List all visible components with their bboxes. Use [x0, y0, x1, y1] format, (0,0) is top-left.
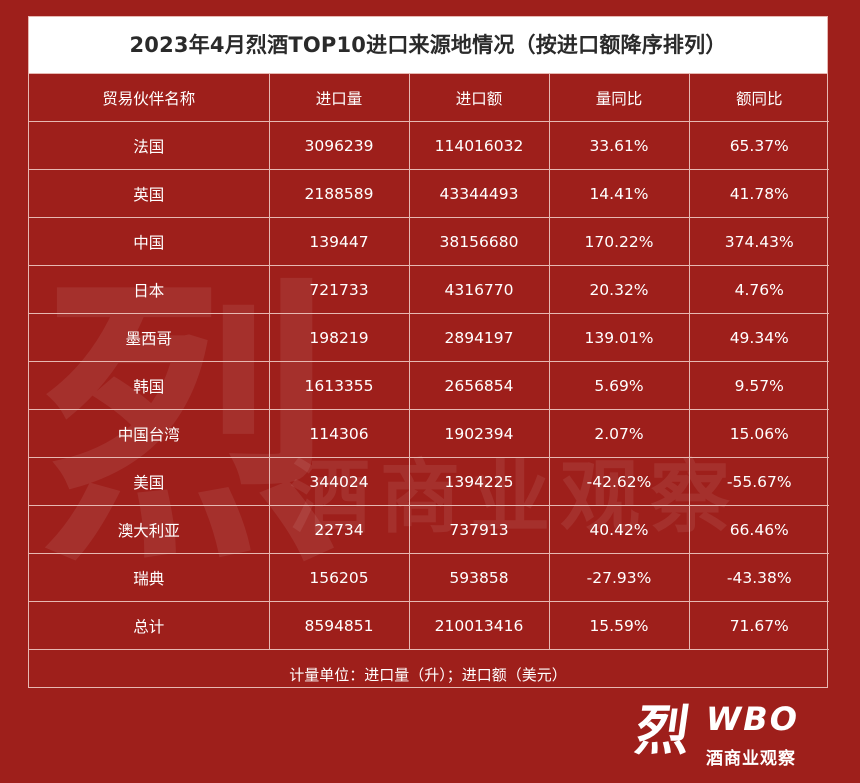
value-cell: 71.67% — [688, 601, 829, 650]
partner-name-cell: 法国 — [29, 121, 270, 170]
value-cell: 15.59% — [548, 601, 690, 650]
value-cell: 344024 — [268, 457, 410, 506]
table-row: 美国 344024 1394225 -42.62% -55.67% — [29, 457, 829, 506]
table-row: 日本 721733 4316770 20.32% 4.76% — [29, 265, 829, 314]
partner-name-cell: 瑞典 — [29, 553, 270, 602]
value-cell: 41.78% — [688, 169, 829, 218]
column-header: 额同比 — [688, 74, 829, 122]
column-header: 量同比 — [548, 74, 690, 122]
column-header: 进口量 — [268, 74, 410, 122]
column-header: 进口额 — [408, 74, 550, 122]
value-cell: 14.41% — [548, 169, 690, 218]
value-cell: 374.43% — [688, 217, 829, 266]
value-cell: 15.06% — [688, 409, 829, 458]
value-cell: 3096239 — [268, 121, 410, 170]
value-cell: -55.67% — [688, 457, 829, 506]
value-cell: 737913 — [408, 505, 550, 554]
table-header-row: 贸易伙伴名称 进口量 进口额 量同比 额同比 — [29, 74, 829, 122]
value-cell: 8594851 — [268, 601, 410, 650]
value-cell: 2188589 — [268, 169, 410, 218]
value-cell: 65.37% — [688, 121, 829, 170]
value-cell: 38156680 — [408, 217, 550, 266]
value-cell: 156205 — [268, 553, 410, 602]
partner-name-cell: 美国 — [29, 457, 270, 506]
value-cell: 33.61% — [548, 121, 690, 170]
data-table-card: 2023年4月烈酒TOP10进口来源地情况（按进口额降序排列） 贸易伙伴名称 进口… — [28, 16, 829, 688]
partner-name-cell: 总计 — [29, 601, 270, 650]
value-cell: 139.01% — [548, 313, 690, 362]
value-cell: 4.76% — [688, 265, 829, 314]
value-cell: 1394225 — [408, 457, 550, 506]
value-cell: 40.42% — [548, 505, 690, 554]
table-title: 2023年4月烈酒TOP10进口来源地情况（按进口额降序排列） — [29, 17, 827, 74]
value-cell: -43.38% — [688, 553, 829, 602]
table-row: 中国 139447 38156680 170.22% 374.43% — [29, 217, 829, 266]
partner-name-cell: 英国 — [29, 169, 270, 218]
partner-name-cell: 墨西哥 — [29, 313, 270, 362]
brand-logo: 烈 WBO 酒商业观察 — [632, 698, 836, 772]
value-cell: 43344493 — [408, 169, 550, 218]
value-cell: 9.57% — [688, 361, 829, 410]
value-cell: -27.93% — [548, 553, 690, 602]
value-cell: 1902394 — [408, 409, 550, 458]
value-cell: 22734 — [268, 505, 410, 554]
table-row: 瑞典 156205 593858 -27.93% -43.38% — [29, 553, 829, 602]
value-cell: 114016032 — [408, 121, 550, 170]
value-cell: 210013416 — [408, 601, 550, 650]
value-cell: 4316770 — [408, 265, 550, 314]
value-cell: 5.69% — [548, 361, 690, 410]
logo-brand: WBO — [706, 700, 799, 738]
partner-name-cell: 中国台湾 — [29, 409, 270, 458]
value-cell: -42.62% — [548, 457, 690, 506]
value-cell: 66.46% — [688, 505, 829, 554]
value-cell: 1613355 — [268, 361, 410, 410]
value-cell: 593858 — [408, 553, 550, 602]
table-row: 韩国 1613355 2656854 5.69% 9.57% — [29, 361, 829, 410]
total-row: 总计 8594851 210013416 15.59% 71.67% — [29, 601, 829, 650]
unit-note: 计量单位：进口量（升）；进口额（美元） — [289, 666, 567, 684]
column-header: 贸易伙伴名称 — [29, 74, 270, 122]
table-row: 法国 3096239 114016032 33.61% 65.37% — [29, 121, 829, 170]
value-cell: 198219 — [268, 313, 410, 362]
value-cell: 2.07% — [548, 409, 690, 458]
value-cell: 2894197 — [408, 313, 550, 362]
partner-name-cell: 中国 — [29, 217, 270, 266]
value-cell: 49.34% — [688, 313, 829, 362]
table-row: 英国 2188589 43344493 14.41% 41.78% — [29, 169, 829, 218]
value-cell: 139447 — [268, 217, 410, 266]
table-row: 澳大利亚 22734 737913 40.42% 66.46% — [29, 505, 829, 554]
table-row: 墨西哥 198219 2894197 139.01% 49.34% — [29, 313, 829, 362]
partner-name-cell: 澳大利亚 — [29, 505, 270, 554]
partner-name-cell: 韩国 — [29, 361, 270, 410]
data-table: 贸易伙伴名称 进口量 进口额 量同比 额同比 法国 3096239 114016032 33.… — [29, 74, 829, 650]
value-cell: 114306 — [268, 409, 410, 458]
logo-subtitle: 酒商业观察 — [706, 749, 796, 769]
value-cell: 170.22% — [548, 217, 690, 266]
logo-mark: 烈 — [631, 698, 695, 762]
value-cell: 2656854 — [408, 361, 550, 410]
partner-name-cell: 日本 — [29, 265, 270, 314]
table-row: 中国台湾 114306 1902394 2.07% 15.06% — [29, 409, 829, 458]
value-cell: 20.32% — [548, 265, 690, 314]
value-cell: 721733 — [268, 265, 410, 314]
